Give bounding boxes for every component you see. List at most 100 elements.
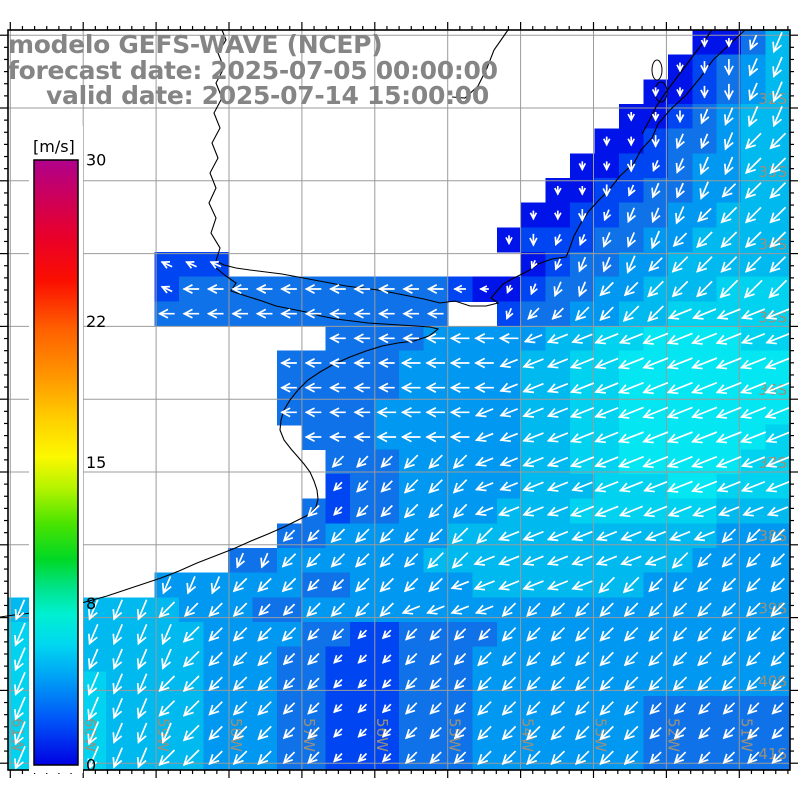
wind-arrow bbox=[331, 455, 345, 468]
wind-arrow bbox=[766, 506, 789, 517]
wind-arrow bbox=[307, 504, 320, 518]
wind-arrow bbox=[425, 407, 446, 418]
wind-arrow bbox=[550, 602, 566, 617]
wind-arrow bbox=[522, 506, 544, 517]
wind-arrow bbox=[739, 357, 767, 370]
wind-arrow bbox=[623, 651, 639, 667]
wind-arrow bbox=[232, 577, 248, 593]
wind-arrow bbox=[527, 307, 540, 320]
wind-arrow bbox=[747, 751, 760, 764]
wind-arrow bbox=[474, 382, 494, 393]
wind-arrow bbox=[428, 454, 443, 470]
wind-arrow bbox=[357, 752, 368, 763]
longitude-label: 52W bbox=[664, 718, 682, 752]
wind-arrow bbox=[400, 407, 421, 418]
wind-arrow bbox=[333, 728, 343, 738]
wind-arrow bbox=[257, 676, 272, 691]
wind-arrow bbox=[136, 722, 148, 744]
wind-arrow bbox=[771, 702, 784, 715]
wind-arrow bbox=[770, 528, 786, 543]
coastline-path bbox=[641, 29, 713, 135]
wind-arrow bbox=[770, 627, 786, 642]
wind-arrow bbox=[569, 406, 595, 419]
wind-arrow bbox=[208, 602, 223, 617]
wind-arrow bbox=[742, 506, 764, 517]
wind-arrow bbox=[617, 357, 644, 370]
wind-arrow bbox=[693, 530, 715, 542]
wind-arrow bbox=[329, 432, 346, 442]
wind-arrow bbox=[499, 407, 519, 418]
wind-arrow bbox=[333, 703, 343, 714]
wind-arrow bbox=[353, 432, 371, 442]
wind-arrow bbox=[14, 696, 26, 721]
wind-arrow bbox=[280, 284, 297, 294]
wind-arrow bbox=[357, 629, 368, 640]
wind-arrow bbox=[617, 431, 644, 444]
latitude-label: 32S bbox=[758, 90, 787, 108]
wind-arrow bbox=[578, 161, 587, 172]
wind-arrow bbox=[651, 111, 660, 122]
wind-arrow bbox=[666, 406, 693, 419]
wind-arrow bbox=[623, 725, 639, 741]
wind-arrow bbox=[769, 132, 787, 150]
wind-arrow bbox=[623, 676, 639, 692]
wind-arrow bbox=[715, 431, 742, 444]
wind-arrow bbox=[769, 206, 787, 224]
wind-arrow bbox=[282, 677, 296, 690]
wind-arrow bbox=[672, 577, 688, 593]
wind-arrow bbox=[452, 454, 468, 469]
wind-arrow bbox=[427, 552, 444, 569]
wind-arrow bbox=[675, 182, 685, 199]
wind-arrow bbox=[746, 528, 761, 543]
wind-arrow bbox=[720, 256, 738, 273]
wind-arrow bbox=[474, 604, 494, 615]
wind-arrow bbox=[571, 555, 593, 566]
wind-arrow bbox=[402, 308, 420, 319]
wind-arrow bbox=[550, 750, 566, 765]
wind-arrow bbox=[770, 676, 786, 691]
wind-arrow bbox=[453, 702, 467, 715]
wind-arrow bbox=[577, 209, 587, 222]
wind-arrow bbox=[381, 629, 392, 640]
wind-arrow bbox=[477, 651, 492, 667]
wind-arrow bbox=[376, 407, 397, 418]
wind-arrow bbox=[647, 280, 664, 298]
wind-arrow bbox=[379, 602, 395, 617]
wind-arrow bbox=[404, 726, 418, 740]
wind-arrow bbox=[260, 552, 270, 569]
wind-arrow bbox=[526, 627, 541, 642]
wind-arrow bbox=[697, 577, 712, 593]
wind-arrow bbox=[768, 279, 788, 299]
wind-arrow bbox=[186, 576, 197, 595]
colorbar-tick-label: 30 bbox=[86, 151, 106, 170]
wind-arrow bbox=[474, 407, 494, 418]
wind-arrow bbox=[357, 654, 368, 664]
longitude-label: 54W bbox=[519, 718, 537, 752]
wind-arrow bbox=[235, 552, 245, 569]
wind-arrow bbox=[595, 555, 618, 566]
wind-arrow bbox=[400, 431, 421, 443]
latitude-label: 40S bbox=[758, 672, 787, 690]
wind-arrow bbox=[453, 726, 467, 740]
wind-arrow bbox=[769, 256, 787, 273]
wind-arrow bbox=[691, 406, 718, 419]
wind-arrow bbox=[526, 602, 541, 617]
wind-arrow bbox=[329, 382, 346, 393]
wind-arrow bbox=[477, 750, 492, 765]
wind-arrow bbox=[648, 602, 663, 617]
title-block: modelo GEFS-WAVE (NCEP) forecast date: 2… bbox=[8, 30, 498, 110]
wind-arrow bbox=[501, 602, 517, 618]
wind-arrow bbox=[329, 308, 346, 319]
wind-arrow bbox=[719, 279, 739, 299]
wind-arrow bbox=[449, 357, 470, 369]
wind-arrow bbox=[208, 725, 223, 741]
wind-arrow bbox=[304, 284, 322, 294]
coastline-path bbox=[208, 29, 227, 262]
wind-arrow bbox=[571, 530, 593, 542]
wind-arrow bbox=[746, 676, 761, 691]
wind-arrow bbox=[379, 553, 395, 568]
wind-arrow bbox=[307, 578, 320, 592]
wind-arrow bbox=[522, 407, 544, 418]
wind-arrow bbox=[623, 701, 639, 716]
wind-arrow bbox=[765, 308, 790, 320]
